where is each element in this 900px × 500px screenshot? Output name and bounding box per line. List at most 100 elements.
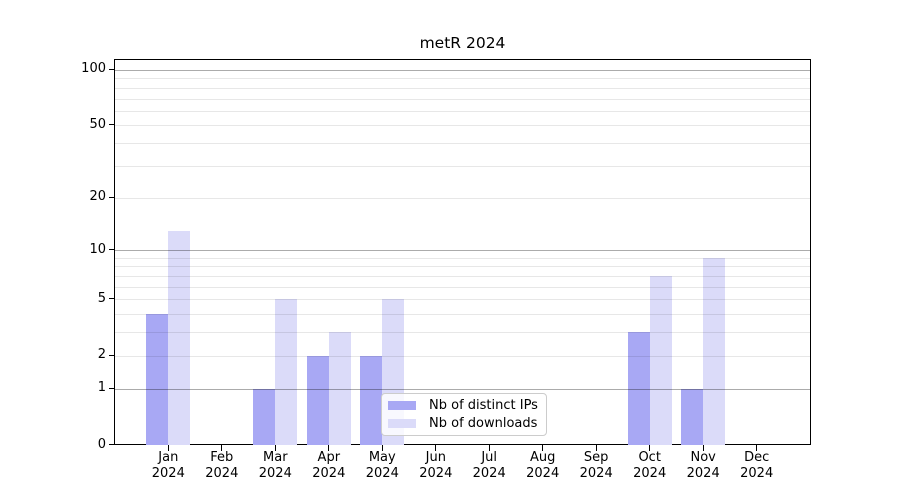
y-axis-tick — [109, 387, 115, 389]
x-axis-tick-label-year: 2024 — [205, 465, 239, 481]
gridline-major — [115, 250, 810, 252]
x-axis-tick-label: Oct 2024 — [610, 450, 690, 481]
x-axis-tick-label: Mar 2024 — [235, 450, 315, 481]
x-axis-tick-label-year: 2024 — [472, 465, 506, 481]
bar-downloads — [275, 299, 298, 445]
x-axis-tick-label: Feb 2024 — [182, 450, 262, 481]
x-axis-tick-label: Jan 2024 — [128, 450, 208, 481]
gridline-minor — [115, 110, 810, 112]
x-axis-tick-label-month: Jan — [158, 450, 179, 465]
bar-distinct-ips — [627, 332, 650, 445]
legend-swatch-downloads — [388, 419, 416, 428]
legend-item: Nb of distinct IPs — [388, 397, 546, 413]
bar-distinct-ips — [306, 355, 329, 445]
bar-distinct-ips — [253, 388, 276, 445]
y-axis-tick-label: 5 — [97, 290, 106, 306]
x-axis-tick-label-year: 2024 — [633, 465, 667, 481]
x-axis-tick-label-year: 2024 — [258, 465, 292, 481]
x-axis-tick — [221, 444, 223, 451]
legend: Nb of distinct IPs Nb of downloads — [381, 393, 547, 436]
x-axis-tick-label: Aug 2024 — [503, 450, 583, 481]
y-axis-tick — [109, 249, 115, 251]
bar-distinct-ips — [146, 314, 169, 445]
gridline-minor — [115, 98, 810, 100]
y-axis-tick-label: 1 — [97, 380, 106, 396]
legend-label: Nb of distinct IPs — [429, 397, 538, 413]
x-axis-tick-label-month: Jun — [425, 450, 446, 465]
gridline-major — [115, 69, 810, 71]
gridline-minor — [115, 299, 810, 301]
gridline-minor — [115, 276, 810, 277]
chart-title: metR 2024 — [419, 34, 506, 52]
x-axis-tick — [756, 444, 758, 451]
bar-downloads — [703, 257, 726, 445]
gridline-minor — [115, 332, 810, 334]
gridline-minor — [115, 314, 810, 316]
x-axis-tick-label-year: 2024 — [686, 465, 720, 481]
x-axis-tick-label: Apr 2024 — [289, 450, 369, 481]
x-axis-tick-label-year: 2024 — [151, 465, 185, 481]
x-axis-tick-label-month: Jul — [481, 450, 498, 465]
x-axis-tick-label: Nov 2024 — [663, 450, 743, 481]
x-axis-tick — [167, 444, 169, 451]
y-axis-tick-label: 10 — [89, 241, 106, 257]
x-axis-tick-label: Jul 2024 — [449, 450, 529, 481]
legend-swatch-distinct-ips — [388, 401, 416, 410]
x-axis-tick-label: May 2024 — [342, 450, 422, 481]
x-axis-tick — [649, 444, 651, 451]
gridline-minor — [115, 257, 810, 259]
x-axis-tick-label-year: 2024 — [312, 465, 346, 481]
y-axis-tick-label: 2 — [97, 347, 106, 363]
y-axis-tick — [109, 196, 115, 198]
bar-distinct-ips — [681, 388, 704, 445]
legend-label: Nb of downloads — [429, 415, 538, 431]
gridline-minor — [115, 125, 810, 127]
x-axis-tick-label-month: Dec — [744, 450, 770, 465]
gridline-major — [115, 388, 810, 390]
x-axis-tick-label: Dec 2024 — [717, 450, 797, 481]
x-axis-tick — [381, 444, 383, 451]
x-axis-tick-label-month: Oct — [638, 450, 661, 465]
gridline-minor — [115, 78, 810, 80]
x-axis-tick-label-year: 2024 — [579, 465, 613, 481]
bar-downloads — [168, 230, 191, 445]
y-axis-tick — [109, 354, 115, 356]
x-axis-tick-label-month: Apr — [317, 450, 341, 465]
x-axis-tick-label-year: 2024 — [419, 465, 453, 481]
x-axis-tick-label: Sep 2024 — [556, 450, 636, 481]
x-axis-tick — [702, 444, 704, 451]
x-axis-tick-label-year: 2024 — [365, 465, 399, 481]
x-axis-tick-label-month: Feb — [210, 450, 234, 465]
x-axis-tick-label-month: Aug — [529, 450, 556, 465]
x-axis-tick-label-month: Sep — [583, 450, 609, 465]
y-axis-tick-label: 100 — [81, 61, 106, 77]
gridline-minor — [115, 197, 810, 199]
x-axis-tick-label-month: Nov — [690, 450, 716, 465]
gridline-minor — [115, 143, 810, 145]
bar-downloads — [328, 332, 351, 445]
y-axis-tick-label: 0 — [97, 436, 106, 452]
grid-layer — [115, 60, 810, 444]
x-axis-tick-label-month: Mar — [263, 450, 288, 465]
gridline-minor — [115, 286, 810, 288]
x-axis-tick-label-year: 2024 — [526, 465, 560, 481]
x-axis-tick — [435, 444, 437, 451]
x-axis-tick — [488, 444, 490, 451]
x-axis-tick-label: Jun 2024 — [396, 450, 476, 481]
y-axis-tick-label: 50 — [89, 116, 106, 132]
x-axis-tick — [542, 444, 544, 451]
y-axis-tick — [109, 444, 115, 445]
gridline-minor — [115, 165, 810, 167]
y-axis-tick — [109, 298, 115, 300]
x-axis-tick-label-year: 2024 — [740, 465, 774, 481]
x-axis-tick — [595, 444, 597, 451]
y-axis-tick — [109, 68, 115, 70]
bar-downloads — [649, 276, 672, 445]
gridline-minor — [115, 266, 810, 268]
legend-item: Nb of downloads — [388, 415, 546, 431]
x-axis-tick — [328, 444, 330, 451]
gridline-minor — [115, 87, 810, 89]
y-axis-tick-label: 20 — [89, 189, 106, 204]
plot-area — [114, 59, 811, 445]
